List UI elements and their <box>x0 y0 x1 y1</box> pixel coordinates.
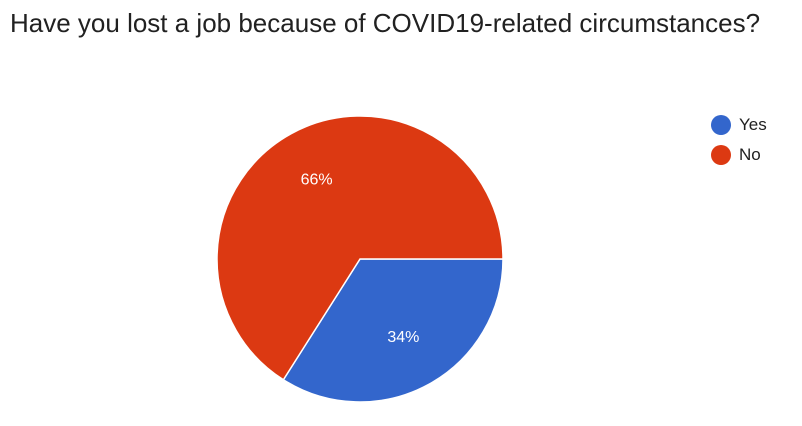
slice-label-yes: 34% <box>387 329 419 346</box>
legend-swatch-yes <box>711 115 731 135</box>
legend-swatch-no <box>711 145 731 165</box>
slice-label-no: 66% <box>301 171 333 188</box>
chart-title: Have you lost a job because of COVID19-r… <box>10 8 761 38</box>
pie-slice-yes[interactable] <box>282 258 504 403</box>
legend: Yes No <box>711 115 767 175</box>
legend-label-yes: Yes <box>739 115 767 134</box>
legend-item-no[interactable]: No <box>711 145 767 165</box>
pie-slice-no[interactable] <box>216 115 504 381</box>
legend-label-no: No <box>739 145 761 164</box>
legend-item-yes[interactable]: Yes <box>711 115 767 135</box>
